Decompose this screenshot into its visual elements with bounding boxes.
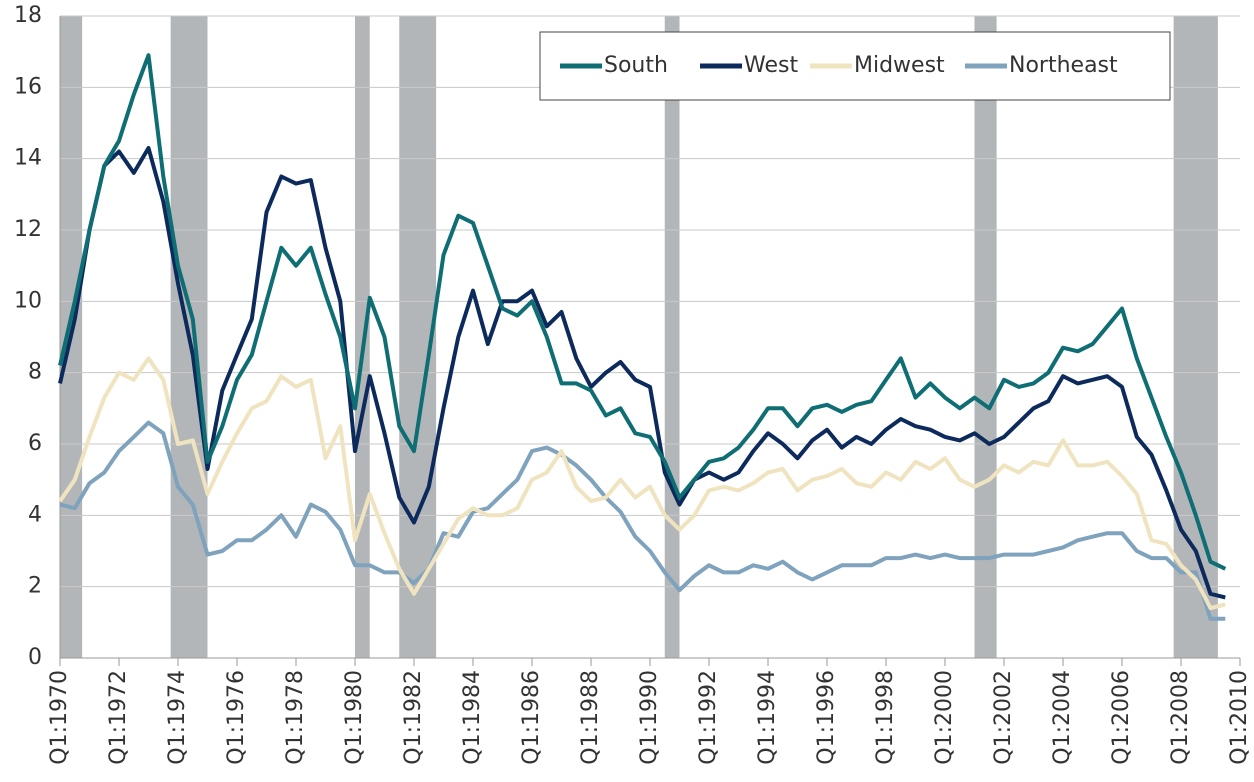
series-line (58, 356, 1226, 611)
y-tick-label: 10 (14, 288, 42, 313)
x-tick-label: Q1:1998 (873, 670, 898, 765)
x-tick-label: Q1:1976 (224, 670, 249, 765)
x-tick-label: Q1:1984 (460, 670, 485, 765)
x-tick-label: Q1:1982 (401, 670, 426, 765)
recession-band (974, 16, 997, 658)
x-tick-label: Q1:1996 (814, 670, 839, 765)
y-tick-label: 18 (14, 3, 42, 28)
x-tick-label: Q1:1994 (755, 670, 780, 765)
x-tick-label: Q1:1972 (106, 670, 131, 765)
x-tick-label: Q1:1986 (519, 670, 544, 765)
x-tick-label: Q1:1978 (283, 670, 308, 765)
x-tick-label: Q1:2010 (1227, 670, 1252, 765)
x-tick-label: Q1:1974 (165, 670, 190, 765)
y-tick-label: 14 (14, 146, 42, 171)
legend-label: Midwest (854, 53, 945, 78)
y-tick-label: 4 (28, 502, 42, 527)
y-tick-label: 0 (28, 645, 42, 670)
legend-box (539, 31, 1171, 101)
series-line (58, 53, 1227, 571)
legend-label: South (604, 53, 668, 78)
y-tick-label: 12 (14, 217, 42, 242)
x-tick-label: Q1:1988 (578, 670, 603, 765)
x-tick-label: Q1:1990 (637, 670, 662, 765)
y-tick-label: 2 (28, 574, 42, 599)
x-tick-label: Q1:1980 (342, 670, 367, 765)
recession-band (664, 16, 680, 658)
recession-band (355, 16, 370, 658)
legend-label: Northeast (1009, 53, 1118, 78)
y-tick-label: 8 (28, 360, 42, 385)
y-tick-label: 16 (14, 74, 42, 99)
x-tick-label: Q1:2000 (932, 670, 957, 765)
x-tick-label: Q1:2008 (1168, 670, 1193, 765)
x-tick-label: Q1:1992 (696, 670, 721, 765)
x-tick-label: Q1:2006 (1109, 670, 1134, 765)
series-line (58, 146, 1226, 600)
x-tick-label: Q1:1970 (47, 670, 72, 765)
x-tick-label: Q1:2002 (991, 670, 1016, 765)
y-tick-label: 6 (28, 431, 42, 456)
x-tick-label: Q1:2004 (1050, 670, 1075, 765)
series-line (59, 420, 1226, 621)
legend-label: West (744, 53, 798, 78)
